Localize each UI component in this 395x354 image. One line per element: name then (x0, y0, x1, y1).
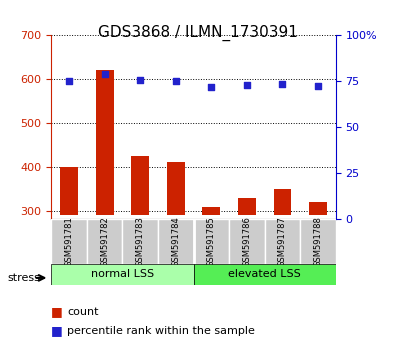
Point (102, 71, 108, 77)
FancyBboxPatch shape (158, 219, 194, 264)
Bar (167, 162, 184, 215)
Text: stress: stress (8, 273, 41, 283)
Text: percentile rank within the sample: percentile rank within the sample (67, 326, 255, 336)
Text: GSM591788: GSM591788 (314, 216, 322, 267)
Text: GSM591782: GSM591782 (100, 216, 109, 267)
Bar (309, 202, 327, 215)
Text: GSM591785: GSM591785 (207, 216, 216, 267)
FancyBboxPatch shape (51, 219, 87, 264)
Point (244, 82, 250, 88)
FancyBboxPatch shape (300, 219, 336, 264)
FancyBboxPatch shape (51, 264, 194, 285)
Text: GSM591783: GSM591783 (136, 216, 145, 267)
Point (279, 81, 286, 87)
FancyBboxPatch shape (194, 219, 229, 264)
Point (173, 79, 179, 84)
Bar (238, 198, 256, 215)
Text: GDS3868 / ILMN_1730391: GDS3868 / ILMN_1730391 (98, 25, 297, 41)
Text: normal LSS: normal LSS (91, 269, 154, 279)
Text: ■: ■ (51, 305, 63, 318)
Point (66, 79, 72, 84)
Bar (96, 70, 114, 215)
Text: GSM591784: GSM591784 (171, 216, 180, 267)
FancyBboxPatch shape (229, 219, 265, 264)
Text: count: count (67, 307, 99, 316)
Text: GSM591786: GSM591786 (243, 216, 251, 267)
Text: ■: ■ (51, 325, 63, 337)
FancyBboxPatch shape (87, 219, 122, 264)
FancyBboxPatch shape (194, 264, 336, 285)
Point (315, 83, 321, 89)
Text: GSM591787: GSM591787 (278, 216, 287, 267)
Text: GSM591781: GSM591781 (65, 216, 73, 267)
FancyBboxPatch shape (265, 219, 300, 264)
Bar (202, 207, 220, 215)
Bar (274, 189, 292, 215)
Bar (131, 156, 149, 215)
Text: elevated LSS: elevated LSS (228, 269, 301, 279)
Bar (60, 167, 78, 215)
Point (208, 84, 214, 90)
FancyBboxPatch shape (122, 219, 158, 264)
Point (137, 77, 143, 82)
